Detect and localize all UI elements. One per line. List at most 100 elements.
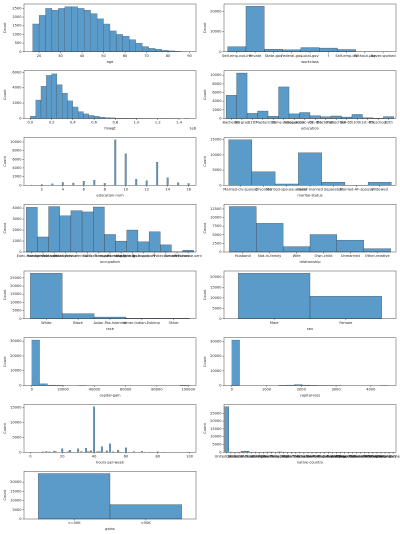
bar bbox=[309, 115, 321, 119]
x-tick-label: 60000 bbox=[120, 388, 132, 392]
plot-frame bbox=[223, 337, 397, 386]
x-axis-label: age bbox=[107, 60, 114, 64]
x-tick-label: China bbox=[335, 454, 345, 458]
x-tick-label: Transport-moving bbox=[93, 254, 126, 258]
x-tick-label: Nicaragua bbox=[364, 454, 382, 458]
bar bbox=[309, 234, 338, 253]
histogram-bar bbox=[155, 49, 162, 52]
y-tick-label: 4000 bbox=[212, 99, 222, 103]
x-tick-label: Black bbox=[73, 321, 84, 325]
y-tick-label: 0 bbox=[19, 50, 22, 54]
bar bbox=[257, 110, 269, 119]
bar bbox=[30, 273, 63, 319]
x-tick-label: 12 bbox=[144, 187, 149, 191]
x-tick-label: Asian-Pac-Islander bbox=[94, 321, 127, 325]
bar bbox=[105, 450, 108, 453]
x-tick-label: 30 bbox=[58, 54, 63, 58]
y-tick-label: 10000 bbox=[10, 369, 22, 373]
y-tick-label: 20000 bbox=[10, 480, 22, 484]
y-tick-label: 0 bbox=[19, 317, 22, 321]
bar bbox=[93, 180, 96, 186]
y-tick-label: 5000 bbox=[212, 306, 222, 310]
x-tick-label: 40 bbox=[80, 54, 85, 58]
y-tick-label: 10000 bbox=[10, 300, 22, 304]
x-tick-label: 7th-8th bbox=[309, 121, 322, 125]
plot-frame bbox=[23, 3, 197, 52]
bar bbox=[148, 231, 161, 253]
x-tick-label: Widowed bbox=[372, 187, 388, 191]
y-tick-label: 0 bbox=[219, 317, 222, 321]
bar bbox=[48, 206, 60, 253]
y-tick-label: 20000 bbox=[210, 275, 222, 279]
x-axis-label: native-country bbox=[297, 460, 324, 464]
x-axis-label: race bbox=[106, 327, 115, 331]
x-tick-label: Assoc-voc bbox=[296, 121, 314, 125]
bar bbox=[85, 448, 88, 453]
histogram-bar bbox=[35, 99, 42, 119]
bar bbox=[114, 139, 117, 186]
plot-frame bbox=[223, 3, 397, 52]
x-tick-label: 80 bbox=[155, 454, 160, 458]
x-tick-label: Separated bbox=[324, 187, 343, 191]
x-tick-label: Laos bbox=[304, 454, 312, 458]
y-tick-label: 3000 bbox=[12, 217, 22, 221]
x-tick-label: 2 bbox=[41, 187, 43, 191]
bar bbox=[224, 406, 230, 453]
x-tick-label: Ecuador bbox=[297, 454, 312, 458]
x-tick-label: 20 bbox=[37, 54, 42, 58]
y-tick-label: 2000 bbox=[12, 228, 22, 232]
y-tick-label: 10000 bbox=[210, 30, 222, 34]
y-tick-label: 2000 bbox=[12, 175, 22, 179]
y-tick-label: 0 bbox=[19, 384, 22, 388]
x-tick-label: Never-worked bbox=[371, 54, 396, 58]
y-tick-label: 10000 bbox=[210, 216, 222, 220]
y-axis-label: Count bbox=[203, 356, 207, 367]
y-tick-label: 20000 bbox=[10, 284, 22, 288]
x-tick-label: 0.6 bbox=[91, 121, 97, 125]
x-tick-label: Guatemala bbox=[326, 454, 346, 458]
bar bbox=[321, 181, 346, 186]
x-tick-label: Married-civ-spouse bbox=[223, 187, 258, 191]
bar bbox=[103, 183, 106, 186]
x-tick-label: Dominican-Republic bbox=[306, 454, 342, 458]
bar bbox=[104, 234, 116, 253]
bar bbox=[26, 207, 38, 253]
bar bbox=[62, 313, 95, 319]
x-tick-label: 2000 bbox=[297, 388, 307, 392]
bar bbox=[245, 6, 265, 52]
x-tick-label: HS-grad bbox=[235, 121, 250, 125]
x-tick-label: 0.8 bbox=[112, 121, 118, 125]
y-tick-label: 0 bbox=[19, 183, 22, 187]
x-tick-label: Other bbox=[169, 321, 180, 325]
y-tick-label: 7500 bbox=[212, 224, 222, 228]
y-tick-label: 0 bbox=[219, 250, 222, 254]
histogram-bar bbox=[231, 339, 240, 386]
bar bbox=[156, 161, 159, 186]
x-tick-label: India bbox=[235, 454, 244, 458]
x-axis-label: gains bbox=[105, 527, 115, 531]
histogram-bar bbox=[99, 117, 105, 119]
x-tick-label: 70 bbox=[144, 54, 149, 58]
y-tick-label: 4000 bbox=[12, 166, 22, 170]
plot-frame bbox=[23, 70, 197, 119]
x-tick-label: 1000 bbox=[262, 388, 272, 392]
y-tick-label: 0 bbox=[219, 450, 222, 454]
x-tick-label: Haiti bbox=[312, 454, 320, 458]
x-tick-label: 100000 bbox=[181, 388, 195, 392]
bar bbox=[229, 206, 257, 253]
y-tick-label: 5000 bbox=[212, 442, 222, 446]
y-tick-label: 6000 bbox=[212, 91, 222, 95]
x-axis-label: fnlwgt bbox=[104, 127, 116, 131]
x-tick-label: 1st-4th bbox=[361, 121, 374, 125]
y-tick-label: 15000 bbox=[210, 138, 222, 142]
x-tick-label: El-Salvador bbox=[318, 454, 339, 458]
bar bbox=[187, 183, 190, 186]
y-tick-label: 5000 bbox=[212, 168, 222, 172]
bar bbox=[264, 48, 283, 52]
histogram-bar bbox=[46, 75, 52, 119]
bar bbox=[318, 47, 338, 52]
bar bbox=[267, 116, 279, 119]
x-tick-label: Vietnam bbox=[369, 454, 384, 458]
x-tick-label: 40 bbox=[92, 454, 97, 458]
bar bbox=[77, 448, 80, 453]
